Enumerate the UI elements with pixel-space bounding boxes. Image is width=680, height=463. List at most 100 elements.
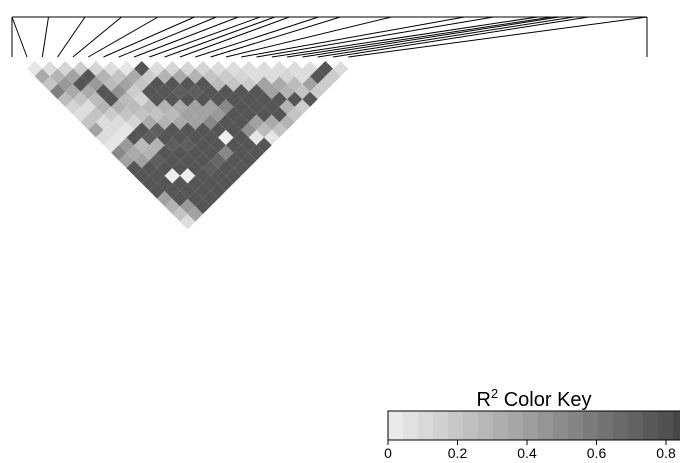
heatmap-cell [271,91,288,107]
color-key-swatch [508,411,524,440]
marker-connector [103,16,195,58]
marker-connector [348,16,648,58]
heatmap-cell [256,122,272,138]
heatmap-cell [80,99,96,115]
heatmap-cell [333,61,349,77]
color-key-title: R2 Color Key [476,386,591,411]
color-key-swatch [418,411,434,440]
color-key-swatches [388,411,680,440]
heatmap-cell [195,198,211,214]
heatmap-cell [118,122,135,138]
marker-connector [41,16,49,58]
heatmap-cell [218,83,234,100]
heatmap-cell [118,91,135,107]
heatmap-cell [157,114,173,130]
heatmap-cell [287,76,303,92]
heatmap-cell [310,83,326,100]
heatmap-cell [279,114,295,130]
heatmap-cell [233,160,249,176]
heatmap-cell [172,99,188,115]
heatmap-cell [210,61,226,77]
heatmap-cell [180,152,196,169]
heatmap-cell [157,129,173,146]
color-key-swatch [388,411,404,440]
color-key-swatch [403,411,419,440]
heatmap-cell [218,99,234,115]
color-key-swatch [598,411,614,440]
heatmap-cell [157,68,173,84]
marker-connector [164,16,275,58]
marker-connector [302,16,560,58]
heatmap-cell [271,106,288,123]
heatmap-cell [248,145,265,161]
heatmap-cell [141,129,158,146]
heatmap-cell [195,183,211,199]
heatmap-cell [279,83,295,100]
heatmap-cell [218,68,234,84]
color-key-swatch [523,411,539,440]
marker-connector [210,16,341,58]
heatmap-cell [180,214,196,230]
heatmap-cell [287,91,303,107]
heatmap-cell [164,61,180,77]
color-key-swatch [568,411,584,440]
heatmap-cell [134,91,150,107]
marker-connector [149,16,261,58]
heatmap-cell [57,91,73,107]
heatmap-cell [80,68,96,84]
heatmap-cell [195,137,211,153]
heatmap-cell [180,122,196,138]
marker-connector [57,16,86,58]
heatmap-cell [256,61,272,77]
heatmap-cell [233,129,249,146]
heatmap-cell [233,145,249,161]
color-key-swatch [673,411,680,440]
heatmap-cell [195,91,211,107]
heatmap-cell [180,91,196,107]
marker-connector [271,16,538,58]
color-key-swatch [583,411,599,440]
marker-connector [118,16,217,58]
heatmap-cell [218,129,234,146]
heatmap-cell [210,183,226,199]
color-key-swatch [463,411,479,440]
heatmap-cell [233,68,249,84]
marker-connector [225,16,392,58]
marker-connector [195,16,319,58]
marker-connector [332,16,589,58]
heatmap-cell [141,160,158,176]
marker-connector [256,16,494,58]
heatmap-cell [233,114,249,130]
marker-connector [241,16,465,58]
heatmap-cell [103,106,119,123]
heatmap-cell [172,83,188,100]
heatmap-cell [88,106,104,123]
color-key-swatch [448,411,464,440]
heatmap-cell [302,91,318,107]
marker-connector [179,16,290,58]
heatmap-cell [111,99,127,115]
heatmap-cell [180,183,196,199]
color-key-frame [387,410,680,441]
heatmap-cell [157,160,173,176]
heatmap-cell [294,83,311,100]
heatmap-cell [202,99,219,115]
heatmap-cell [180,198,196,214]
heatmap-cell [88,76,104,92]
heatmap-cell [279,68,295,84]
heatmap-cell [264,99,280,115]
heatmap-cell [202,83,219,100]
heatmap-cell [157,191,173,207]
heatmap-cell [233,83,249,100]
heatmap-cell [80,83,96,100]
heatmap-cell [157,145,173,161]
color-key: R2 Color Key 00.20.40.60.81 [384,386,680,461]
color-key-swatch [433,411,449,440]
heatmap-cell [65,68,81,84]
heatmap-cell [248,68,265,84]
heatmap-cell [80,114,96,130]
heatmap-cell [195,76,211,92]
marker-connector [11,16,28,58]
